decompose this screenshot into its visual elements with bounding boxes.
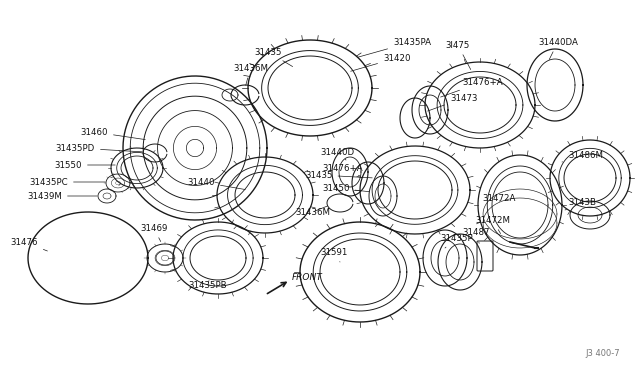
Text: 31439M: 31439M	[27, 192, 97, 201]
Text: 31476: 31476	[10, 237, 47, 251]
Text: 31435PB: 31435PB	[188, 280, 227, 289]
Text: 31440D: 31440D	[320, 148, 354, 160]
Text: 31476+A: 31476+A	[322, 164, 363, 176]
Text: 31487: 31487	[462, 228, 490, 243]
Text: 31476+A: 31476+A	[440, 77, 502, 97]
Text: J3 400-7: J3 400-7	[586, 349, 620, 358]
Text: 3l475: 3l475	[445, 41, 470, 70]
Text: 31420: 31420	[351, 54, 410, 71]
Text: 31472M: 31472M	[475, 215, 510, 234]
Text: 31436M: 31436M	[295, 206, 330, 217]
Text: 31435: 31435	[305, 170, 372, 180]
Text: 31460: 31460	[81, 128, 145, 140]
Text: 31450: 31450	[322, 183, 369, 192]
Text: 31440DA: 31440DA	[538, 38, 578, 60]
Text: 31469: 31469	[140, 224, 168, 241]
Text: 31591: 31591	[320, 247, 348, 262]
Text: 31472A: 31472A	[482, 193, 515, 202]
Text: 31435P: 31435P	[440, 234, 472, 248]
Text: 31440: 31440	[188, 177, 245, 189]
Text: 31436M: 31436M	[233, 64, 268, 85]
Text: 31486M: 31486M	[562, 151, 603, 162]
Text: 31435PA: 31435PA	[358, 38, 431, 57]
Text: 31473: 31473	[428, 93, 477, 111]
Text: FRONT: FRONT	[292, 273, 323, 282]
Text: 3143B: 3143B	[565, 198, 596, 210]
Text: 31435: 31435	[255, 48, 292, 67]
Text: 31435PC: 31435PC	[29, 177, 105, 186]
Text: 31435PD: 31435PD	[56, 144, 142, 153]
Text: 31550: 31550	[54, 160, 115, 170]
